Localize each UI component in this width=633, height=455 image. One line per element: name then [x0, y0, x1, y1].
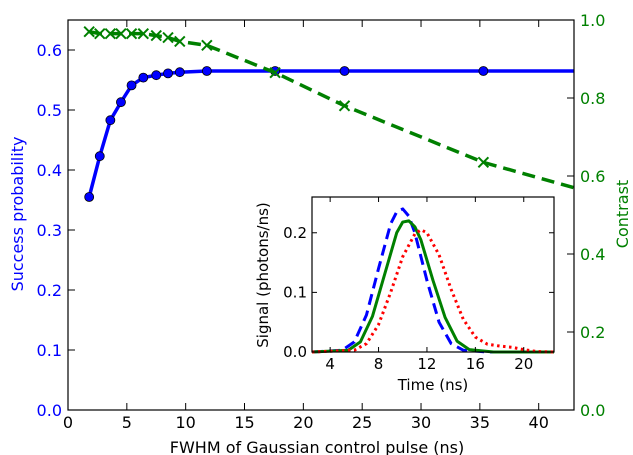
inset-x-axis-label: Time (ns) — [397, 376, 469, 394]
inset-x-tick-label: 4 — [325, 355, 335, 373]
inset-x-tick-label: 20 — [514, 355, 533, 373]
data-point-success-probability — [151, 70, 162, 81]
right-y-tick-label: 0.4 — [580, 245, 605, 264]
x-tick-label: 15 — [234, 413, 254, 432]
data-point-success-probability — [116, 97, 126, 108]
right-y-tick-label: 1.0 — [580, 11, 605, 30]
right-y-tick-label: 0.0 — [580, 401, 605, 420]
data-point-contrast — [201, 39, 213, 52]
x-tick-label: 20 — [293, 413, 313, 432]
data-point-success-probability — [174, 67, 185, 78]
data-point-contrast — [269, 66, 281, 79]
right-y-tick-label: 0.6 — [580, 167, 605, 186]
right-y-tick-label: 0.8 — [580, 89, 605, 108]
x-tick-label: 25 — [352, 413, 372, 432]
inset-series-line-green-solid — [311, 219, 554, 354]
data-point-contrast — [150, 29, 162, 42]
x-tick-label: 40 — [529, 413, 549, 432]
data-point-contrast — [174, 35, 186, 48]
data-point-contrast — [125, 27, 138, 40]
series-line-contrast — [88, 29, 575, 190]
left-y-tick-label: 0.2 — [37, 281, 62, 300]
left-y-tick-label: 0.3 — [37, 221, 62, 240]
data-point-contrast — [94, 27, 106, 40]
right-y-tick-label: 0.2 — [580, 323, 605, 342]
data-point-contrast — [137, 27, 150, 40]
data-point-success-probability — [201, 66, 212, 76]
inset-series-line-blue-dashed — [311, 207, 554, 354]
data-point-success-probability — [478, 66, 489, 76]
data-point-contrast — [104, 27, 117, 40]
left-y-tick-label: 0.1 — [37, 341, 62, 360]
data-point-success-probability — [163, 68, 173, 79]
data-point-success-probability — [126, 80, 137, 91]
inset-background — [312, 197, 554, 352]
left-y-tick-label: 0.4 — [37, 161, 62, 180]
inset-series-line-red-dotted — [311, 228, 555, 354]
left-y-tick-label: 0.6 — [37, 41, 62, 60]
data-point-contrast — [115, 27, 127, 40]
inset-y-tick-label: 0.2 — [283, 224, 307, 242]
data-point-success-probability — [84, 192, 95, 202]
right-y-axis-label: Contrast — [613, 180, 632, 248]
series-line-success-probability — [87, 69, 574, 198]
left-y-axis-label: Success probability — [8, 137, 27, 292]
x-tick-label: 0 — [63, 413, 73, 432]
inset-frame — [311, 196, 555, 353]
x-tick-label: 10 — [175, 413, 195, 432]
inset-y-tick-label: 0.1 — [283, 283, 307, 301]
x-tick-label: 30 — [411, 413, 431, 432]
data-point-contrast — [162, 31, 174, 44]
inset-y-axis-label: Signal (photons/ns) — [254, 202, 272, 348]
data-point-contrast — [83, 25, 95, 38]
data-point-contrast — [477, 156, 490, 169]
data-point-success-probability — [105, 115, 116, 126]
main-plot: 0 5 10 15 20 25 30 35 40 0.0 0.1 0.2 0.3 0.4 0.5 0.6 0.0… — [37, 11, 606, 432]
main-plot-frame — [67, 19, 575, 411]
inset-y-tick-label: 0.0 — [283, 343, 307, 361]
inset-x-tick-label: 8 — [374, 355, 384, 373]
x-axis-label: FWHM of Gaussian control pulse (ns) — [170, 438, 464, 455]
x-tick-label: 35 — [470, 413, 490, 432]
data-point-success-probability — [339, 66, 350, 76]
data-point-contrast — [338, 100, 351, 112]
inset-x-tick-label: 16 — [466, 355, 485, 373]
data-point-success-probability — [94, 151, 105, 162]
inset-x-tick-label: 12 — [417, 355, 436, 373]
left-y-tick-label: 0.0 — [37, 401, 62, 420]
data-point-success-probability — [138, 72, 149, 83]
x-tick-label: 5 — [122, 413, 132, 432]
inset-plot: 4 8 12 16 20 0.0 0.1 0.2 — [283, 196, 555, 373]
left-y-tick-label: 0.5 — [37, 101, 62, 120]
